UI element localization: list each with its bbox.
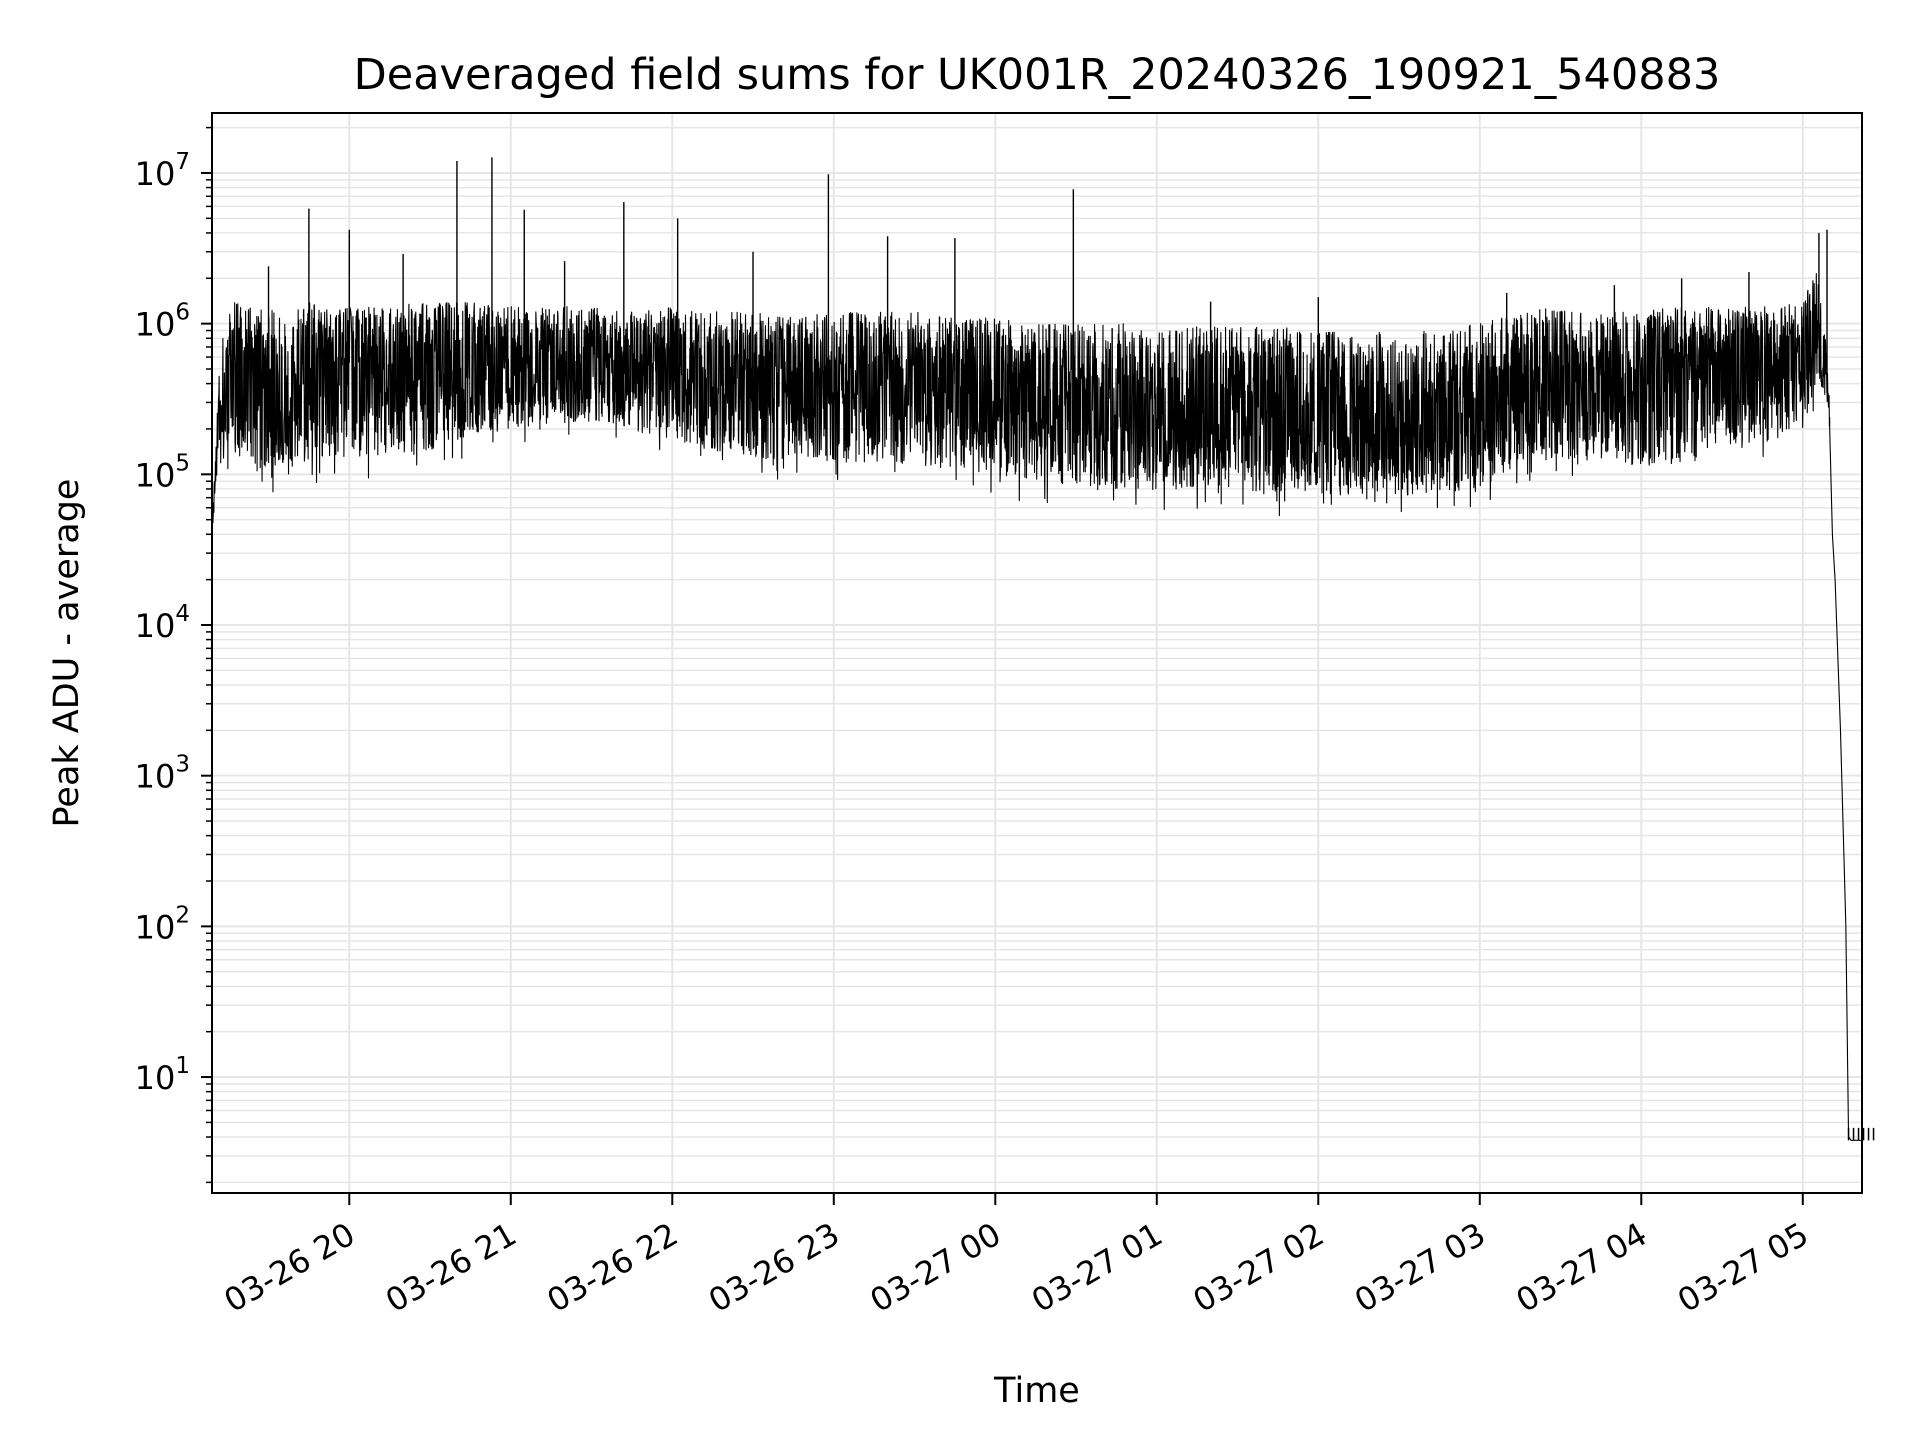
y-tick-exponent: 7 [175, 149, 190, 175]
y-tick-label: 104 [135, 601, 190, 645]
labels: Deaveraged field sums for UK001R_2024032… [47, 50, 1720, 1411]
y-tick-label: 103 [135, 752, 190, 796]
y-tick-base: 10 [135, 1059, 176, 1097]
y-tick-base: 10 [135, 908, 176, 946]
y-tick-label: 106 [135, 300, 190, 344]
series-layer [211, 157, 1875, 1141]
y-tick-base: 10 [135, 758, 176, 796]
y-tick-label: 101 [135, 1053, 190, 1097]
y-tick-exponent: 4 [175, 601, 190, 627]
y-tick-base: 10 [135, 306, 176, 344]
chart-title: Deaveraged field sums for UK001R_2024032… [354, 50, 1721, 100]
y-tick-exponent: 1 [175, 1053, 190, 1079]
y-tick-label: 105 [135, 450, 190, 494]
series-line [211, 273, 1862, 1141]
y-tick-base: 10 [135, 456, 176, 494]
grid [212, 113, 1862, 1193]
y-tick-exponent: 6 [175, 300, 190, 326]
y-tick-label: 107 [135, 149, 190, 193]
y-tick-label: 102 [135, 902, 190, 946]
plot-frame [211, 112, 1863, 1194]
y-tick-exponent: 3 [175, 752, 190, 778]
y-tick-base: 10 [135, 155, 176, 193]
y-tick-exponent: 5 [175, 450, 190, 476]
y-tick-exponent: 2 [175, 902, 190, 928]
y-tick-base: 10 [135, 607, 176, 645]
y-axis-title: Peak ADU - average [47, 479, 87, 828]
x-axis-title: Time [993, 1371, 1080, 1411]
